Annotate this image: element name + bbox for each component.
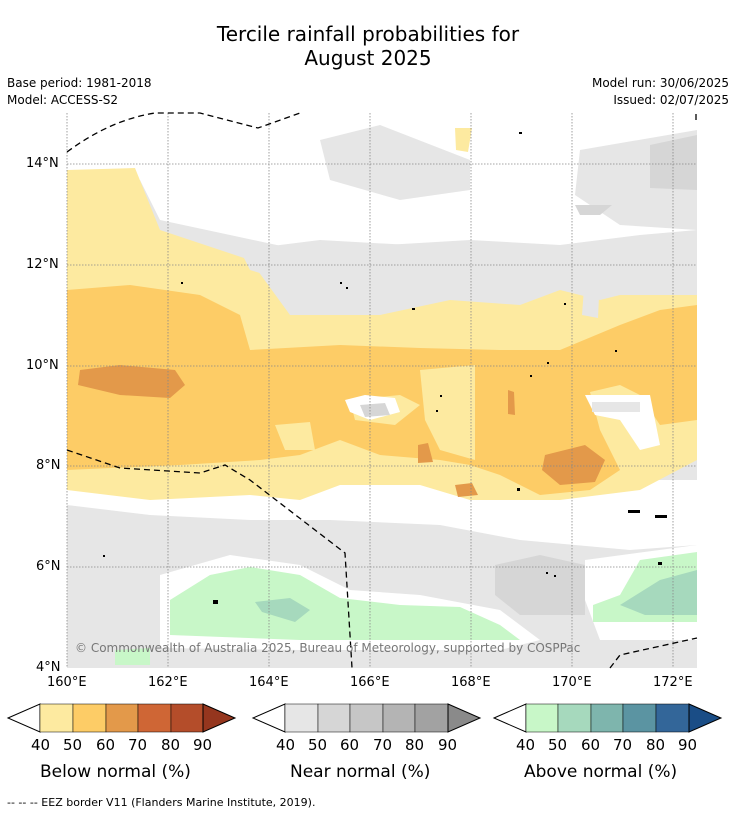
lon-label-162e: 162°E <box>148 675 188 690</box>
near-tick-80: 80 <box>405 736 425 754</box>
lon-label-168e: 168°E <box>451 675 491 690</box>
lon-label-160e: 160°E <box>47 675 87 690</box>
colorbar-near-normal <box>251 703 482 733</box>
lat-label-14n: 14°N <box>26 156 59 171</box>
above-tick-50: 50 <box>548 736 568 754</box>
map-title-line1: Tercile rainfall probabilities for <box>216 22 520 46</box>
lat-label-4n: 4°N <box>36 660 61 675</box>
above-tick-90: 90 <box>678 736 698 754</box>
near-tick-70: 70 <box>373 736 393 754</box>
lat-label-8n: 8°N <box>36 458 61 473</box>
lat-label-12n: 12°N <box>26 257 59 272</box>
above-normal-50-west <box>255 598 310 622</box>
below-normal-60-small-c <box>508 390 515 415</box>
base-period: Base period: 1981-2018 <box>7 76 152 90</box>
near-normal-hole-east <box>592 402 640 412</box>
lon-label-166e: 166°E <box>350 675 390 690</box>
near-normal-darker-patch <box>575 205 612 215</box>
near-normal-darker-ne <box>650 135 697 190</box>
lon-label-172e: 172°E <box>653 675 693 690</box>
model-run: Model run: 30/06/2025 <box>591 76 729 90</box>
above-normal-label: Above normal (%) <box>524 762 678 782</box>
colorbar-below-normal <box>6 703 237 733</box>
below-tick-90: 90 <box>193 736 213 754</box>
near-tick-40: 40 <box>276 736 296 754</box>
below-normal-50 <box>67 285 697 495</box>
below-tick-80: 80 <box>161 736 181 754</box>
near-normal-label: Near normal (%) <box>290 762 431 782</box>
near-normal-mid-small <box>582 275 600 318</box>
below-tick-50: 50 <box>63 736 83 754</box>
near-normal-darker-south <box>495 555 585 615</box>
below-normal-40-hole-c <box>275 422 315 450</box>
below-normal-40-small <box>455 128 472 152</box>
lon-label-170e: 170°E <box>552 675 592 690</box>
lat-label-10n: 10°N <box>26 358 59 373</box>
near-tick-90: 90 <box>438 736 458 754</box>
near-tick-50: 50 <box>308 736 328 754</box>
near-tick-60: 60 <box>340 736 360 754</box>
below-normal-60-west <box>78 365 185 398</box>
meta-right: Model run: 30/06/2025 Issued: 02/07/2025 <box>592 75 729 109</box>
below-tick-70: 70 <box>128 736 148 754</box>
below-tick-60: 60 <box>96 736 116 754</box>
lon-label-164e: 164°E <box>249 675 289 690</box>
above-normal-40-small <box>115 648 150 665</box>
above-tick-80: 80 <box>646 736 666 754</box>
near-normal-hole-mid <box>360 403 390 417</box>
near-normal-patch-north <box>320 125 470 200</box>
eez-borders <box>66 112 698 669</box>
above-tick-60: 60 <box>581 736 601 754</box>
colorbar-above-normal <box>492 703 723 733</box>
gridlines <box>66 113 697 668</box>
copyright-notice: © Commonwealth of Australia 2025, Bureau… <box>75 641 581 655</box>
below-normal-label: Below normal (%) <box>40 762 191 782</box>
below-normal-40-hole-b <box>420 365 475 460</box>
islands <box>103 132 667 604</box>
map-title-line2: August 2025 <box>304 46 432 70</box>
model-name: Model: ACCESS-S2 <box>7 93 119 107</box>
issued-date: Issued: 02/07/2025 <box>613 93 729 107</box>
above-tick-40: 40 <box>516 736 536 754</box>
map-fields <box>67 113 697 668</box>
below-normal-60-east <box>542 445 605 485</box>
near-normal-mid <box>240 240 410 285</box>
lat-label-6n: 6°N <box>36 559 61 574</box>
below-normal-60-small-a <box>418 443 433 463</box>
eez-footnote: -- -- -- EEZ border V11 (Flanders Marine… <box>7 796 316 809</box>
meta-left: Base period: 1981-2018 Model: ACCESS-S2 <box>7 75 152 109</box>
below-normal-60-small-b <box>455 483 478 497</box>
above-tick-70: 70 <box>613 736 633 754</box>
below-tick-40: 40 <box>31 736 51 754</box>
above-normal-40-west <box>170 567 520 640</box>
above-normal-50-east <box>620 570 697 615</box>
